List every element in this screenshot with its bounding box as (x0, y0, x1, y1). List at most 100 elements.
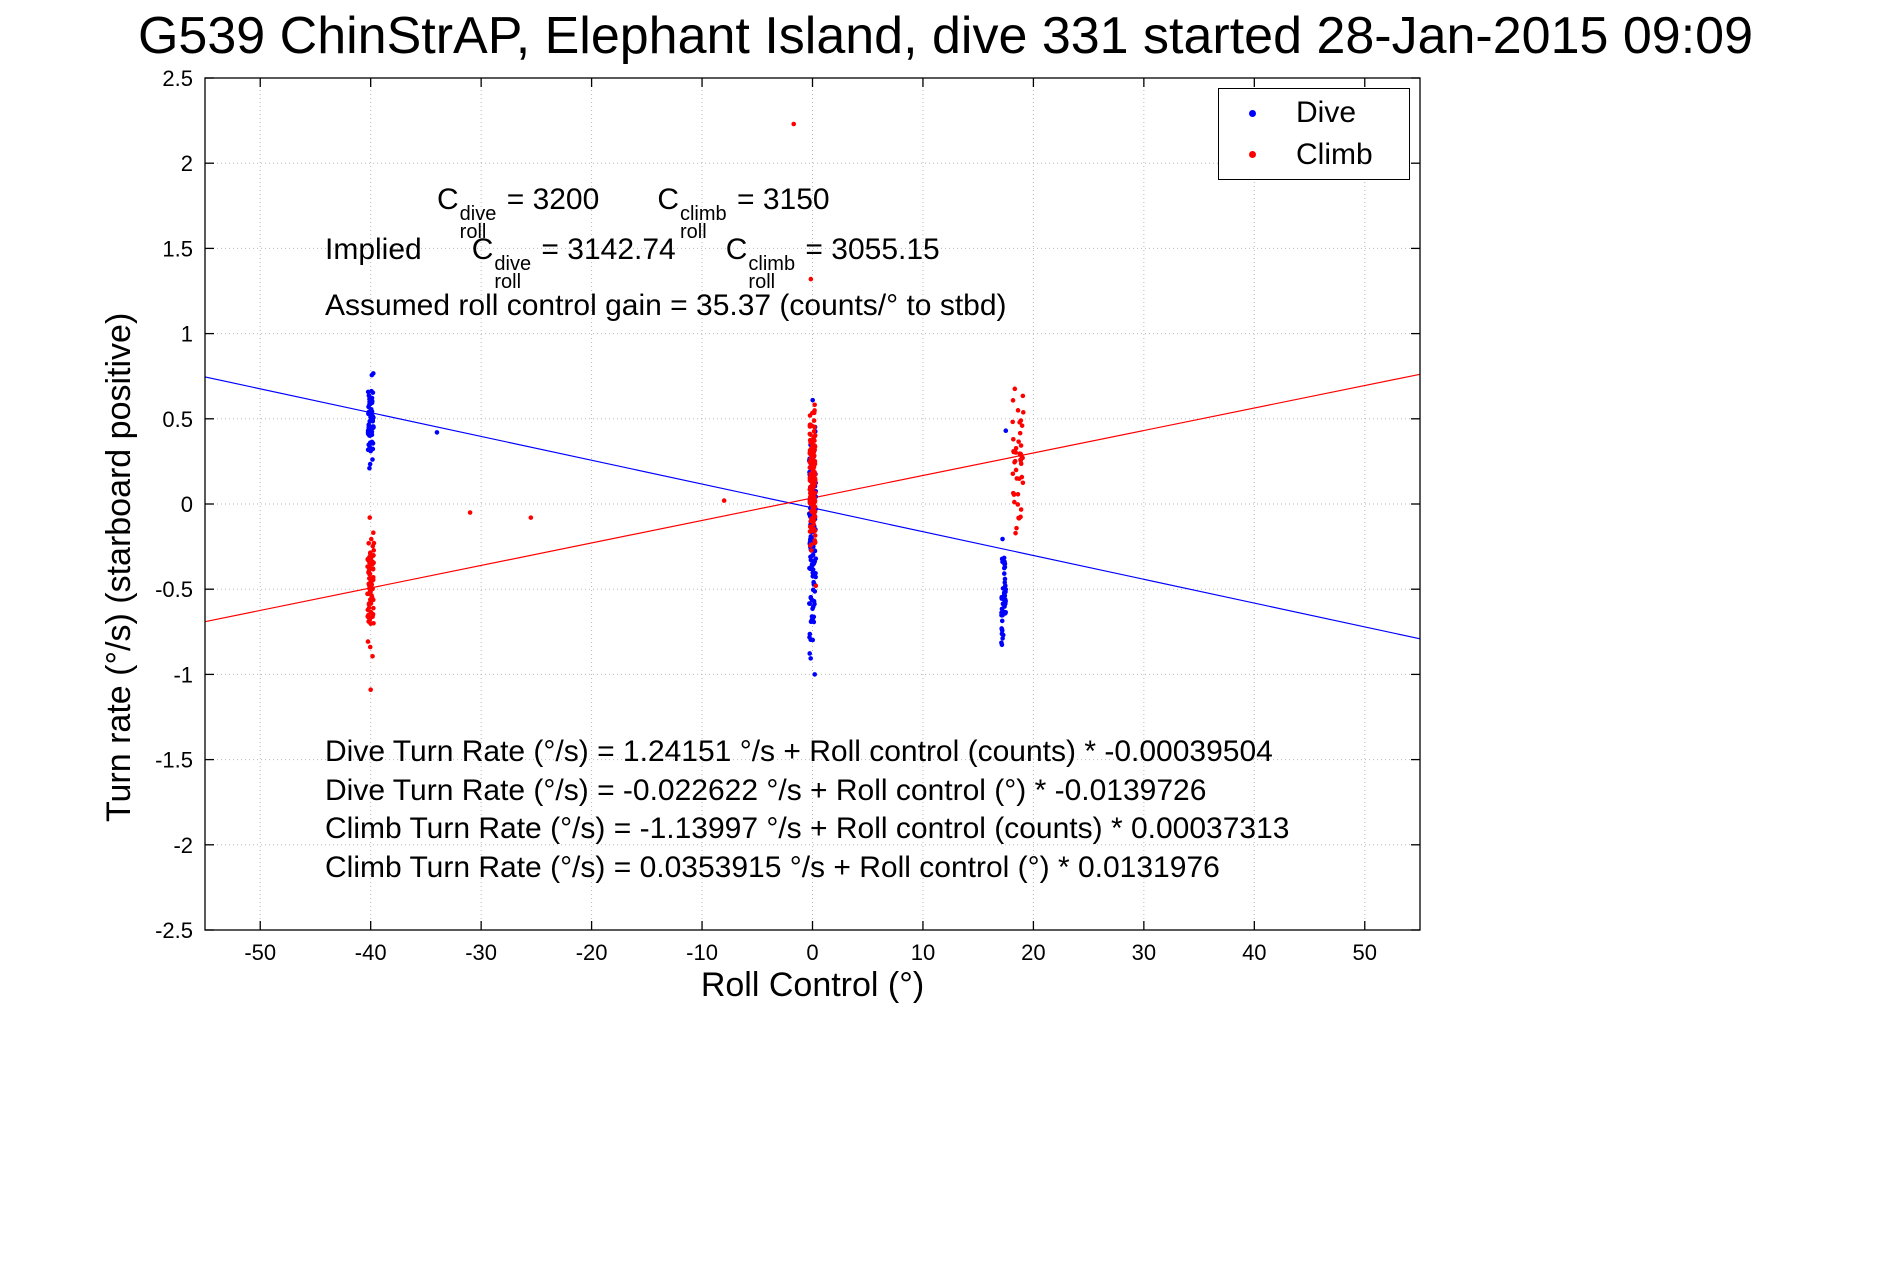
point-climb (812, 490, 818, 496)
point-climb (813, 583, 819, 589)
point-dive (809, 597, 815, 603)
x-tick-label: -50 (244, 940, 276, 965)
point-climb (369, 596, 374, 601)
point-climb (1015, 491, 1021, 497)
point-dive (367, 440, 373, 445)
point-climb (1015, 408, 1021, 413)
point-dive (808, 566, 813, 571)
point-dive (370, 424, 375, 429)
point-climb (367, 571, 373, 577)
point-dive (434, 430, 440, 435)
point-dive (812, 672, 818, 677)
point-dive (367, 444, 372, 449)
point-climb (1016, 515, 1021, 521)
point-climb (1010, 419, 1015, 425)
y-tick-label: -1.5 (155, 748, 193, 773)
point-dive (809, 614, 815, 619)
gridlines (205, 78, 1420, 930)
y-tick-label: 1 (181, 322, 193, 347)
point-climb (370, 559, 375, 564)
x-tick-label: 0 (806, 940, 818, 965)
point-climb (367, 644, 373, 650)
point-dive (807, 631, 813, 637)
legend-entry-climb: Climb (1219, 138, 1409, 172)
point-dive (999, 640, 1004, 646)
point-climb (1018, 443, 1024, 448)
point-dive (370, 446, 376, 452)
point-dive (808, 637, 813, 642)
point-climb (365, 639, 371, 644)
point-dive (808, 656, 813, 661)
point-climb (1015, 502, 1021, 507)
point-climb (808, 440, 813, 445)
point-dive (999, 594, 1005, 600)
x-tick-label: 30 (1132, 940, 1156, 965)
point-climb (1018, 458, 1024, 463)
point-dive (999, 626, 1004, 631)
point-climb (808, 542, 814, 547)
point-climb (1012, 499, 1017, 505)
point-climb (1019, 453, 1024, 458)
y-tick-label: -2.5 (155, 918, 193, 943)
point-climb (809, 548, 814, 553)
point-climb (368, 621, 373, 626)
x-tick-label: -10 (686, 940, 718, 965)
point-dive (1000, 536, 1005, 542)
x-axis-label: Roll Control (°) (700, 966, 925, 1004)
point-climb (1019, 423, 1025, 428)
point-climb (1011, 436, 1016, 442)
climb-marker-icon (1249, 151, 1256, 159)
x-tick-label: 10 (911, 940, 935, 965)
y-tick-label: -2 (173, 833, 193, 858)
axes: -50 -40 -30 -20 -10 0 10 20 30 40 50-2.5-2-1.5-1-0… (155, 66, 1421, 965)
point-climb (1020, 480, 1026, 486)
point-dive (367, 461, 373, 467)
point-dive (1003, 428, 1009, 434)
equation-line: Dive Turn Rate (°/s) = 1.24151 °/s + Rol… (325, 735, 1273, 768)
point-climb (371, 548, 377, 553)
point-climb (1018, 507, 1024, 512)
point-climb (809, 516, 814, 521)
point-climb (808, 490, 814, 496)
point-dive (1000, 612, 1005, 618)
point-dive (369, 432, 375, 438)
point-climb (370, 566, 376, 572)
y-tick-label: -1 (173, 662, 193, 687)
point-climb (368, 601, 374, 606)
point-dive (807, 651, 813, 656)
point-dive (1002, 576, 1008, 582)
point-climb (807, 431, 813, 437)
point-climb (1014, 525, 1019, 531)
point-climb (1016, 439, 1021, 444)
point-climb (467, 510, 473, 515)
dive-marker-icon (1249, 109, 1256, 117)
chart-title: G539 ChinStrAP, Elephant Island, dive 33… (137, 7, 1754, 65)
point-dive (1000, 559, 1005, 565)
point-dive (370, 413, 375, 419)
point-climb (1013, 467, 1019, 473)
point-climb (366, 568, 372, 573)
legend-label-dive: Dive (1296, 96, 1357, 130)
point-dive (807, 536, 813, 542)
equation-line: Dive Turn Rate (°/s) = -0.022622 °/s + R… (325, 773, 1207, 807)
legend-entry-dive: Dive (1219, 96, 1409, 130)
point-climb (1013, 530, 1018, 536)
point-climb (811, 418, 817, 423)
point-dive (811, 579, 816, 585)
point-climb (1010, 471, 1016, 477)
point-climb (1013, 450, 1019, 455)
point-climb (809, 483, 814, 489)
point-dive (813, 570, 818, 576)
point-climb (370, 577, 376, 583)
point-climb (812, 528, 818, 534)
point-climb (1020, 393, 1026, 399)
point-dive (810, 606, 815, 612)
point-climb (368, 609, 374, 615)
point-climb (812, 533, 818, 538)
point-dive (1001, 590, 1007, 596)
point-climb (370, 654, 375, 659)
point-climb (371, 540, 377, 546)
